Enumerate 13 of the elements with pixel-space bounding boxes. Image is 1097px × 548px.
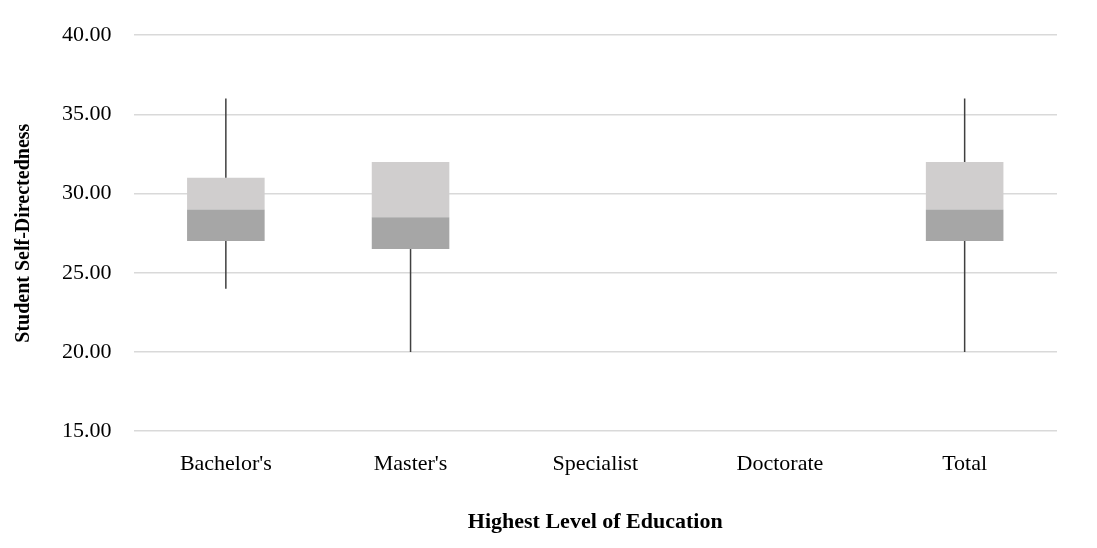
y-tick-label: 25.00 bbox=[62, 258, 112, 284]
y-tick-label: 35.00 bbox=[62, 100, 112, 126]
x-tick-label: Doctorate bbox=[736, 450, 824, 476]
x-tick-label: Total bbox=[942, 450, 988, 476]
y-tick-label: 30.00 bbox=[62, 179, 112, 205]
x-tick-label: Specialist bbox=[552, 450, 639, 476]
x-axis-title: Highest Level of Education bbox=[467, 508, 723, 534]
y-axis-title: Student Self-Directedness bbox=[11, 123, 34, 343]
x-tick-label: Master's bbox=[373, 450, 448, 476]
y-tick-label: 20.00 bbox=[62, 337, 112, 363]
x-tick-label: Bachelor's bbox=[179, 450, 272, 476]
y-tick-label: 15.00 bbox=[62, 416, 112, 442]
y-tick-label: 40.00 bbox=[62, 20, 112, 46]
